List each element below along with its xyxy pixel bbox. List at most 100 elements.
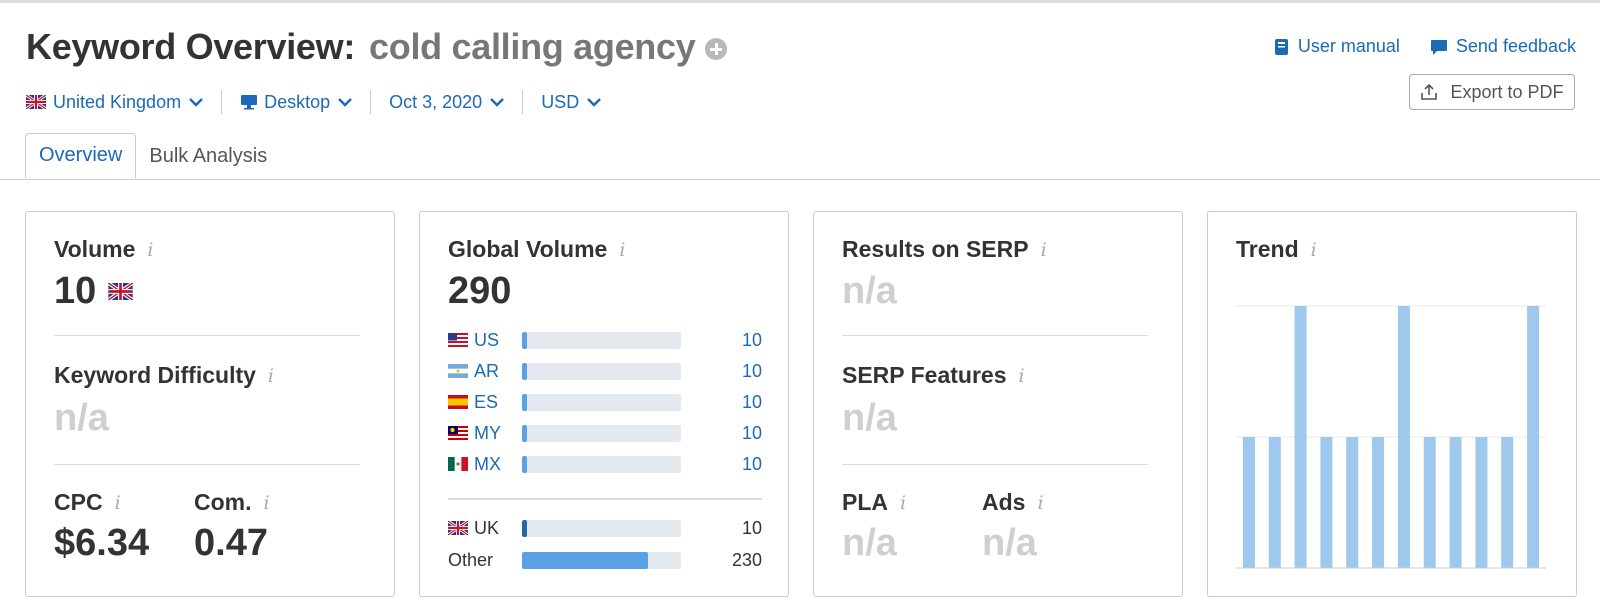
tab-overview[interactable]: Overview (25, 133, 137, 179)
date-filter[interactable]: Oct 3, 2020 (389, 91, 505, 113)
serp-card: Results on SERP i n/a SERP Features i n/… (813, 211, 1183, 597)
volume-value: 10 (54, 270, 97, 312)
trend-bar[interactable] (1294, 306, 1307, 568)
top-border (0, 0, 1600, 3)
tab-bar: Overview Bulk Analysis (25, 133, 280, 179)
tab-bulk-analysis[interactable]: Bulk Analysis (149, 144, 268, 167)
trend-bar[interactable] (1527, 306, 1540, 568)
volume-bar-fill (522, 331, 527, 349)
info-icon[interactable]: i (1037, 491, 1044, 514)
country-volume: 10 (741, 453, 762, 474)
country-volume: 10 (741, 517, 762, 538)
pla-value: n/a (842, 522, 897, 564)
send-feedback-link[interactable]: Send feedback (1430, 36, 1576, 57)
country-row-us[interactable]: US 10 (448, 330, 762, 350)
trend-bar[interactable] (1397, 306, 1410, 568)
country-code: US (474, 329, 500, 350)
top-links: User manual Send feedback (1274, 36, 1576, 57)
results-serp-value: n/a (842, 270, 897, 312)
trend-chart (1236, 305, 1546, 569)
page-title: Keyword Overview: cold calling agency (26, 26, 728, 68)
trend-bar[interactable] (1501, 437, 1514, 568)
chevron-down-icon (338, 98, 352, 107)
info-icon[interactable]: i (267, 364, 274, 387)
info-icon[interactable]: i (263, 491, 270, 514)
ads-title: Ads i (982, 489, 1044, 516)
country-row-es[interactable]: ES 10 (448, 392, 762, 412)
volume-bar (522, 519, 681, 537)
global-volume-card: Global Volume i 290 US 10 AR 10 ES 10 (419, 211, 789, 597)
volume-bar (522, 455, 681, 473)
card-divider (842, 335, 1148, 336)
ads-value: n/a (982, 522, 1037, 564)
currency-filter-label: USD (541, 91, 580, 112)
volume-bar (522, 551, 681, 569)
page-title-label: Keyword Overview: (26, 26, 356, 67)
card-divider (54, 464, 360, 465)
es-flag-icon (448, 395, 468, 409)
country-filter-label: United Kingdom (53, 91, 182, 112)
info-icon[interactable]: i (900, 491, 907, 514)
volume-card: Volume i 10 Keyword Difficulty i n/a CPC… (25, 211, 395, 597)
country-row-my[interactable]: MY 10 (448, 423, 762, 443)
trend-bar[interactable] (1242, 437, 1255, 568)
date-filter-label: Oct 3, 2020 (389, 91, 483, 112)
ar-flag-icon (448, 364, 468, 378)
info-icon[interactable]: i (619, 238, 626, 261)
difficulty-title: Keyword Difficulty i (54, 362, 274, 389)
serp-features-label: SERP Features (842, 362, 1007, 388)
country-row-ar[interactable]: AR 10 (448, 361, 762, 381)
country-filter[interactable]: United Kingdom (26, 92, 203, 113)
chevron-down-icon (490, 98, 505, 107)
trend-bar[interactable] (1346, 437, 1359, 568)
country-volume: 10 (741, 360, 762, 381)
country-volume: 10 (741, 422, 762, 443)
mx-flag-icon (448, 457, 468, 471)
info-icon[interactable]: i (1310, 238, 1317, 261)
trend-bar[interactable] (1423, 437, 1436, 568)
info-icon[interactable]: i (1018, 364, 1025, 387)
info-icon[interactable]: i (147, 238, 154, 261)
volume-bar (522, 331, 681, 349)
desktop-icon (241, 95, 258, 110)
card-divider (54, 335, 360, 336)
volume-label: Volume (54, 236, 136, 262)
keyword-title: cold calling agency (369, 26, 696, 67)
info-icon[interactable]: i (114, 491, 121, 514)
pla-title: PLA i (842, 489, 906, 516)
filter-divider (522, 90, 524, 114)
chevron-down-icon (189, 98, 203, 107)
add-keyword-icon[interactable] (705, 38, 728, 60)
volume-bar (522, 424, 681, 442)
country-code: AR (474, 360, 500, 381)
export-pdf-button[interactable]: Export to PDF (1409, 74, 1575, 110)
info-icon[interactable]: i (1040, 238, 1047, 261)
trend-card: Trend i (1207, 211, 1577, 597)
trend-bar[interactable] (1372, 437, 1385, 568)
trend-bar[interactable] (1475, 437, 1488, 568)
chevron-down-icon (587, 98, 602, 107)
uk-flag-icon (26, 95, 46, 109)
trend-bar[interactable] (1449, 437, 1462, 568)
country-row-mx[interactable]: MX 10 (448, 454, 762, 474)
pla-label: PLA (842, 489, 888, 515)
trend-bar[interactable] (1268, 437, 1281, 568)
cpc-label: CPC (54, 489, 103, 515)
volume-bar-fill (522, 519, 527, 537)
device-filter[interactable]: Desktop (240, 92, 352, 113)
cpc-title: CPC i (54, 489, 121, 516)
user-manual-link[interactable]: User manual (1274, 36, 1400, 57)
country-volume: 10 (741, 391, 762, 412)
trend-title: Trend i (1236, 236, 1317, 263)
volume-bar (522, 362, 681, 380)
volume-title: Volume i (54, 236, 153, 263)
uk-flag-icon (108, 283, 134, 300)
country-code: ES (474, 391, 499, 412)
results-serp-title: Results on SERP i (842, 236, 1047, 263)
country-volume: 10 (741, 329, 762, 350)
com-title: Com. i (194, 489, 270, 516)
trend-bar[interactable] (1320, 437, 1333, 568)
currency-filter[interactable]: USD (541, 91, 602, 113)
uk-flag-icon (448, 521, 468, 535)
my-flag-icon (448, 426, 468, 440)
